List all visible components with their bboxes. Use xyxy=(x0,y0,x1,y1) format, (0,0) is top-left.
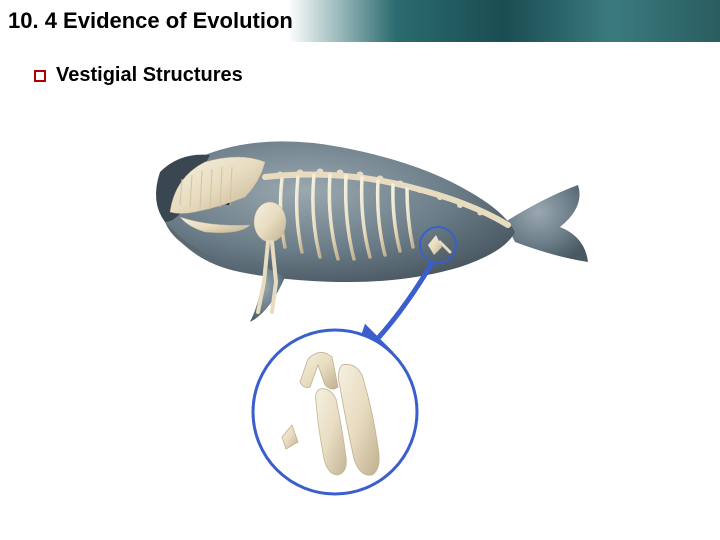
slide-header: 10. 4 Evidence of Evolution xyxy=(0,0,720,42)
bullet-icon xyxy=(34,70,46,82)
subtitle-text: Vestigial Structures xyxy=(56,64,243,87)
figure-area xyxy=(0,87,720,527)
header-title: 10. 4 Evidence of Evolution xyxy=(8,8,293,34)
subtitle-row: Vestigial Structures xyxy=(0,42,720,87)
whale-diagram xyxy=(110,107,600,507)
